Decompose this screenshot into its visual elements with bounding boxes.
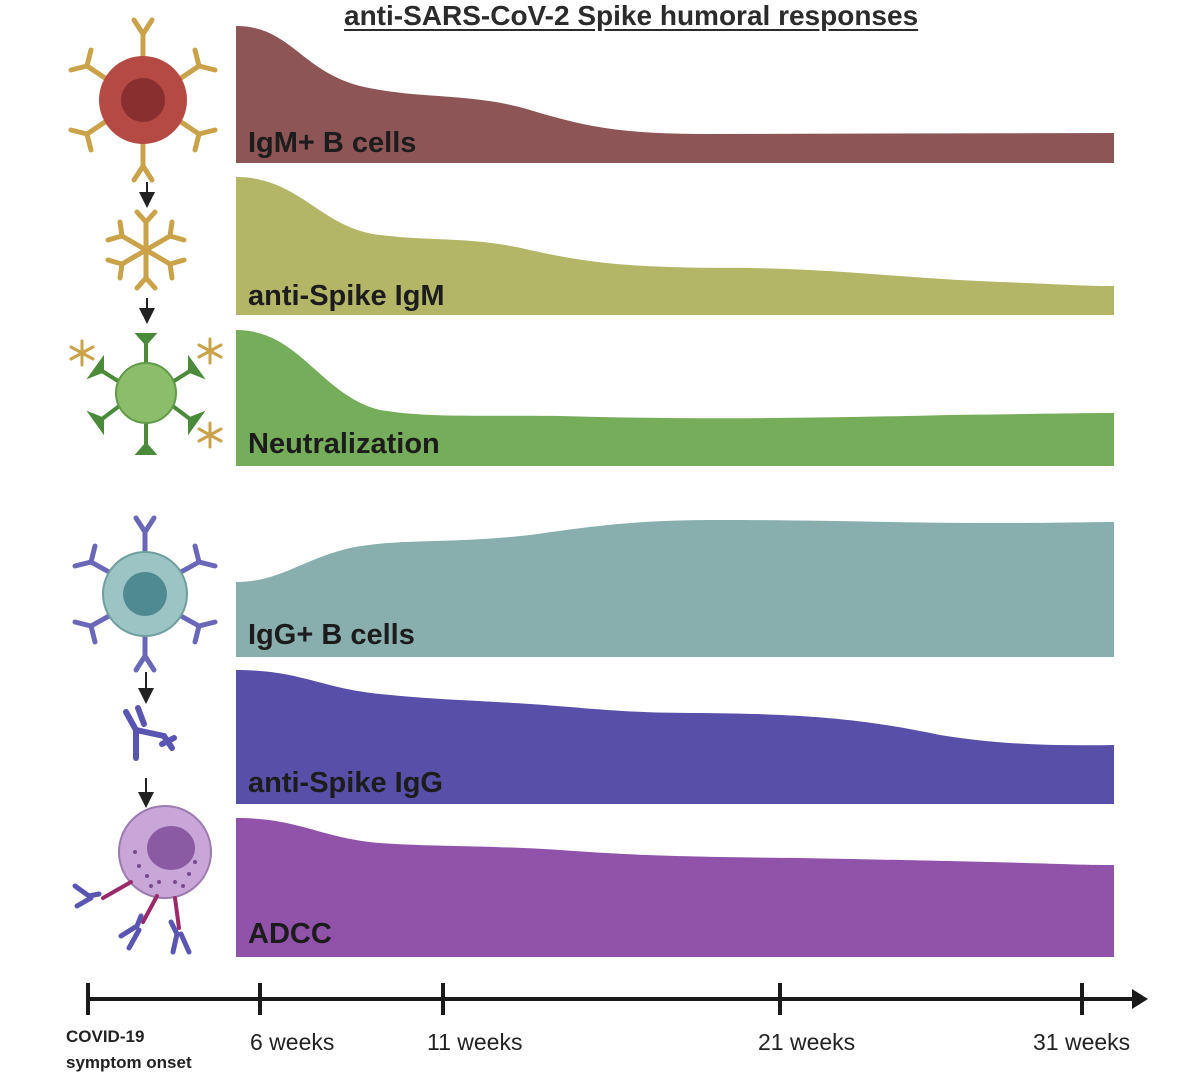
response-bands xyxy=(236,26,1114,957)
band-neutralization xyxy=(236,330,1114,466)
igm-pentamer-icon xyxy=(105,209,187,291)
band-label-anti-spike-igg: anti-Spike IgG xyxy=(248,767,443,799)
tick-label-11-weeks: 11 weeks xyxy=(427,1029,522,1055)
igg-b-cell-icon xyxy=(72,515,218,673)
band-label-igm-b-cells: IgM+ B cells xyxy=(248,127,416,159)
band-labels: IgM+ B cells anti-Spike IgM Neutralizati… xyxy=(248,127,445,950)
diagram-title: anti-SARS-CoV-2 Spike humoral responses xyxy=(344,0,919,31)
igg-antibody-icon xyxy=(123,705,177,761)
onset-label-line2: symptom onset xyxy=(66,1053,192,1072)
onset-label-line1: COVID-19 xyxy=(66,1027,144,1046)
band-igm-b-cells xyxy=(236,26,1114,163)
neutralized-virus-icon xyxy=(69,333,223,455)
band-anti-spike-igg xyxy=(236,670,1114,804)
band-anti-spike-igm xyxy=(236,177,1114,315)
band-adcc xyxy=(236,818,1114,957)
band-label-igg-b-cells: IgG+ B cells xyxy=(248,619,415,651)
band-label-anti-spike-igm: anti-Spike IgM xyxy=(248,280,445,312)
left-icon-column xyxy=(68,17,223,955)
igm-b-cell-icon xyxy=(68,17,218,183)
axis-arrow-icon xyxy=(1132,989,1148,1009)
band-label-adcc: ADCC xyxy=(248,918,332,950)
tick-label-21-weeks: 21 weeks xyxy=(758,1029,855,1055)
timeline-axis: COVID-19 symptom onset 6 weeks 11 weeks … xyxy=(66,983,1148,1072)
band-igg-b-cells xyxy=(236,520,1114,657)
nk-cell-adcc-icon xyxy=(72,805,212,955)
band-label-neutralization: Neutralization xyxy=(248,428,440,460)
tick-label-31-weeks: 31 weeks xyxy=(1033,1029,1130,1055)
tick-label-6-weeks: 6 weeks xyxy=(250,1029,334,1055)
